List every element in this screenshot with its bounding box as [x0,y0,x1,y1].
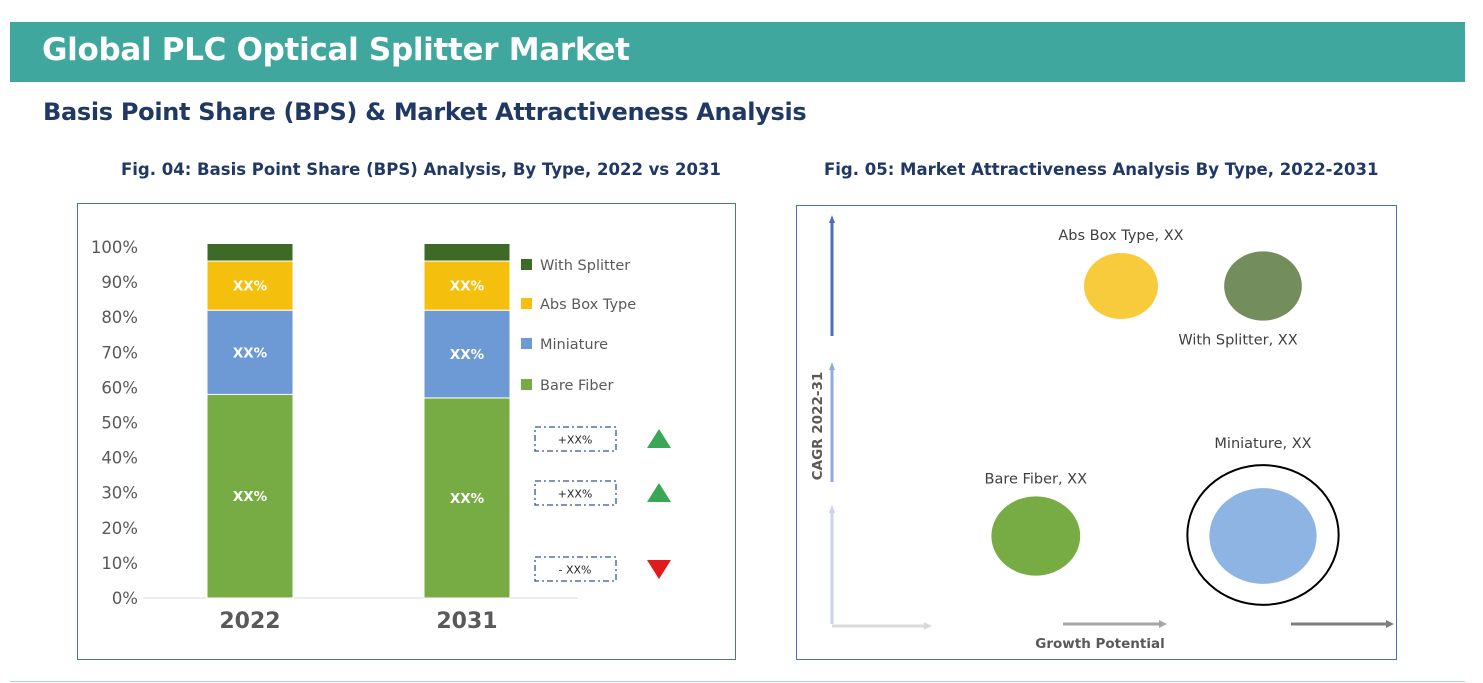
data-label: XX% [233,279,268,295]
bubble-label-abs-box-type-xx: Abs Box Type, XX [1058,228,1183,244]
y-tick-label: 70% [101,343,138,362]
data-label: XX% [450,491,485,507]
attractiveness-chart-panel: Growth Potential CAGR 2022-31 Abs Box Type… [796,205,1397,660]
legend-swatch-with-splitter [521,259,532,270]
bubble-abs-box-type-xx [1084,253,1158,319]
y-tick-label: 50% [101,414,138,433]
y-axis-title: CAGR 2022-31 [810,372,826,481]
y-tick-label: 80% [101,308,138,327]
data-label: XX% [450,279,485,295]
y-axis-arrow-icon [829,215,835,223]
x-tick-label: 2022 [219,609,280,634]
bar-segment-miniature [423,309,511,399]
bar-segment-bare-fiber [206,393,294,599]
bubble-label-miniature-xx: Miniature, XX [1214,436,1311,452]
bps-chart-panel: 0% 10% 20% 30% 40% 50% 60% 70% 80% 90% 100% XX% XX% X… [77,203,736,660]
highlight-ring [1186,464,1340,606]
bps-change-label: - XX% [559,564,592,577]
x-tick-label: 2031 [436,609,497,634]
attractiveness-chart: Growth Potential CAGR 2022-31 Abs Box Type… [810,215,1394,652]
legend-label-with-splitter: With Splitter [540,258,630,274]
x-axis-arrow-icon [1386,620,1394,628]
y-axis-arrow-icon [829,362,835,370]
x-axis-arrow-icon [1159,620,1167,628]
data-label: XX% [450,347,485,363]
bps-change-label: +XX% [558,434,593,447]
bubble-bare-fiber-xx [991,496,1081,576]
bps-change-box [534,556,617,582]
bps-change-label: +XX% [558,488,593,501]
bar-segment-miniature [206,309,294,395]
y-tick-label: 100% [91,238,138,257]
fig04-title: Fig. 04: Basis Point Share (BPS) Analysi… [121,160,721,179]
legend-swatch-abs-box-type [521,298,532,309]
title-banner: Global PLC Optical Splitter Market [10,22,1465,82]
page-title: Global PLC Optical Splitter Market [42,32,630,68]
y-tick-label: 40% [101,449,138,468]
y-tick-label: 0% [112,589,138,608]
y-tick-label: 90% [101,273,138,292]
bubble-with-splitter-xx [1224,251,1302,321]
data-label: XX% [233,489,268,505]
bubble-label-bare-fiber-xx: Bare Fiber, XX [985,471,1088,487]
bps-change-box [534,426,617,452]
bar-segment-with-splitter [206,242,294,262]
x-axis-arrow-icon [924,622,932,630]
bps-chart: 0% 10% 20% 30% 40% 50% 60% 70% 80% 90% 100% XX% XX% X… [91,238,671,634]
y-tick-label: 30% [101,484,138,503]
legend-label-abs-box-type: Abs Box Type [540,297,636,313]
legend-swatch-bare-fiber [521,379,532,390]
legend-swatch-miniature [521,338,532,349]
bps-change-box [534,480,617,506]
fig05-title: Fig. 05: Market Attractiveness Analysis … [824,160,1379,179]
bottom-divider [10,681,1465,682]
bar-segment-with-splitter [423,242,511,262]
y-tick-label: 20% [101,519,138,538]
section-subtitle: Basis Point Share (BPS) & Market Attract… [43,98,807,126]
data-label: XX% [233,345,268,361]
bubble-miniature-xx [1209,488,1317,584]
y-tick-label: 60% [101,378,138,397]
up-arrow-icon [647,483,671,502]
y-axis-arrow-icon [829,505,835,513]
x-axis-title: Growth Potential [1035,636,1164,652]
legend-label-miniature: Miniature [540,337,608,353]
bar-segment-bare-fiber [423,397,511,599]
bar-segment-abs-box-type [423,260,511,311]
up-arrow-icon [647,429,671,448]
y-tick-label: 10% [101,554,138,573]
legend-label-bare-fiber: Bare Fiber [540,378,613,394]
bubble-label-with-splitter-xx: With Splitter, XX [1178,333,1297,349]
down-arrow-icon [647,560,671,579]
